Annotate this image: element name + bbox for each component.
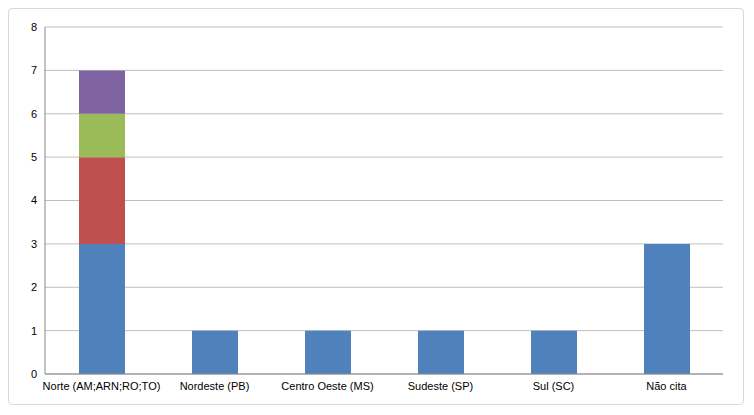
svg-text:5: 5 <box>31 151 37 163</box>
svg-text:3: 3 <box>31 238 37 250</box>
svg-text:Sudeste (SP): Sudeste (SP) <box>408 380 473 392</box>
svg-text:2: 2 <box>31 281 37 293</box>
svg-text:1: 1 <box>31 325 37 337</box>
svg-text:0: 0 <box>31 368 37 380</box>
svg-text:4: 4 <box>31 194 37 206</box>
svg-text:6: 6 <box>31 108 37 120</box>
svg-text:Não cita: Não cita <box>646 380 687 392</box>
svg-text:Sul (SC): Sul (SC) <box>533 380 575 392</box>
svg-text:Norte (AM;ARN;RO;TO): Norte (AM;ARN;RO;TO) <box>43 380 161 392</box>
svg-text:7: 7 <box>31 64 37 76</box>
svg-text:Centro Oeste (MS): Centro Oeste (MS) <box>281 380 373 392</box>
svg-text:8: 8 <box>31 21 37 33</box>
svg-text:Nordeste (PB): Nordeste (PB) <box>180 380 250 392</box>
